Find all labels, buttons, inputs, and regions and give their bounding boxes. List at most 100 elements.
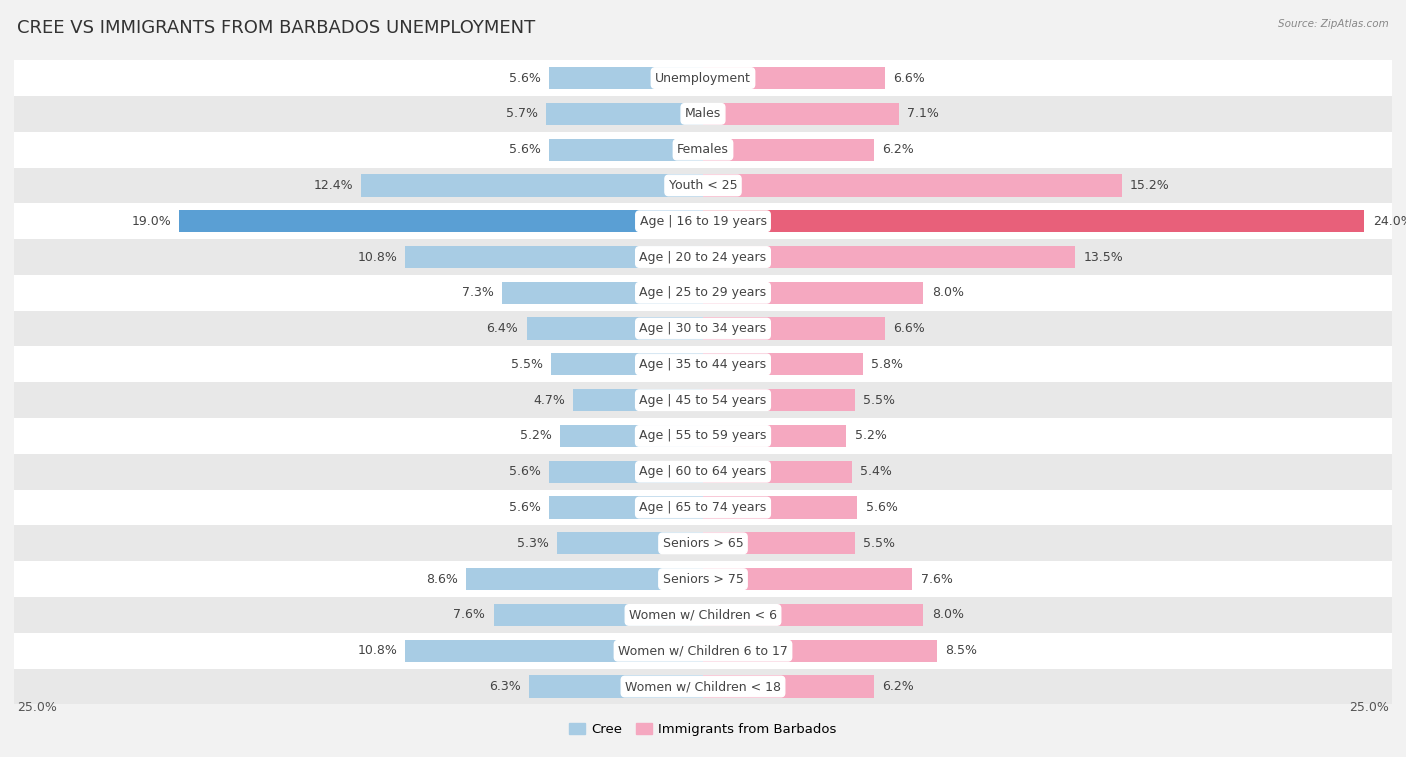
Bar [557, 532, 703, 554]
Text: 5.5%: 5.5% [512, 358, 543, 371]
Text: 5.2%: 5.2% [520, 429, 551, 443]
Bar [14, 490, 1392, 525]
Text: 6.6%: 6.6% [893, 322, 925, 335]
Text: 5.2%: 5.2% [855, 429, 886, 443]
Bar [14, 204, 1392, 239]
Bar [548, 461, 703, 483]
Text: 25.0%: 25.0% [1350, 701, 1389, 714]
Bar [14, 275, 1392, 310]
Bar [14, 132, 1392, 167]
Bar [14, 561, 1392, 597]
Bar [703, 497, 858, 519]
Text: 8.5%: 8.5% [945, 644, 977, 657]
Text: Age | 65 to 74 years: Age | 65 to 74 years [640, 501, 766, 514]
Bar [703, 532, 855, 554]
Text: 5.4%: 5.4% [860, 466, 891, 478]
Text: 10.8%: 10.8% [357, 251, 396, 263]
Text: Males: Males [685, 107, 721, 120]
Text: 10.8%: 10.8% [357, 644, 396, 657]
Bar [14, 418, 1392, 454]
Text: Age | 35 to 44 years: Age | 35 to 44 years [640, 358, 766, 371]
Text: 25.0%: 25.0% [17, 701, 56, 714]
Text: 7.3%: 7.3% [461, 286, 494, 299]
Bar [361, 174, 703, 197]
Text: 4.7%: 4.7% [533, 394, 565, 407]
Bar [546, 103, 703, 125]
Bar [703, 425, 846, 447]
Text: Age | 25 to 29 years: Age | 25 to 29 years [640, 286, 766, 299]
Text: Youth < 25: Youth < 25 [669, 179, 737, 192]
Bar [14, 60, 1392, 96]
Text: 5.3%: 5.3% [517, 537, 548, 550]
Text: Women w/ Children 6 to 17: Women w/ Children 6 to 17 [619, 644, 787, 657]
Text: 5.6%: 5.6% [866, 501, 897, 514]
Text: 5.6%: 5.6% [509, 72, 540, 85]
Text: Women w/ Children < 6: Women w/ Children < 6 [628, 609, 778, 621]
Bar [14, 382, 1392, 418]
Text: Seniors > 65: Seniors > 65 [662, 537, 744, 550]
Text: Females: Females [678, 143, 728, 156]
Bar [14, 454, 1392, 490]
Text: Age | 16 to 19 years: Age | 16 to 19 years [640, 215, 766, 228]
Text: 8.0%: 8.0% [932, 609, 963, 621]
Bar [14, 633, 1392, 668]
Bar [14, 167, 1392, 204]
Bar [703, 354, 863, 375]
Text: 8.6%: 8.6% [426, 572, 458, 586]
Text: 6.2%: 6.2% [882, 680, 914, 693]
Bar [703, 282, 924, 304]
Bar [551, 354, 703, 375]
Bar [14, 239, 1392, 275]
Text: 6.2%: 6.2% [882, 143, 914, 156]
Text: Age | 30 to 34 years: Age | 30 to 34 years [640, 322, 766, 335]
Text: 5.5%: 5.5% [863, 537, 894, 550]
Bar [14, 310, 1392, 347]
Text: 5.7%: 5.7% [506, 107, 537, 120]
Bar [14, 525, 1392, 561]
Text: 7.6%: 7.6% [453, 609, 485, 621]
Legend: Cree, Immigrants from Barbados: Cree, Immigrants from Barbados [564, 718, 842, 741]
Bar [703, 317, 884, 340]
Text: 5.6%: 5.6% [509, 466, 540, 478]
Bar [14, 597, 1392, 633]
Bar [703, 461, 852, 483]
Text: 7.6%: 7.6% [921, 572, 953, 586]
Text: 6.3%: 6.3% [489, 680, 522, 693]
Bar [703, 389, 855, 411]
Bar [465, 568, 703, 590]
Bar [527, 317, 703, 340]
Text: 24.0%: 24.0% [1372, 215, 1406, 228]
Bar [548, 67, 703, 89]
Bar [530, 675, 703, 698]
Text: Age | 55 to 59 years: Age | 55 to 59 years [640, 429, 766, 443]
Text: 8.0%: 8.0% [932, 286, 963, 299]
Text: Age | 20 to 24 years: Age | 20 to 24 years [640, 251, 766, 263]
Bar [703, 67, 884, 89]
Text: Source: ZipAtlas.com: Source: ZipAtlas.com [1278, 19, 1389, 29]
Bar [703, 246, 1076, 268]
Bar [703, 174, 1122, 197]
Bar [703, 139, 875, 160]
Bar [574, 389, 703, 411]
Text: 5.6%: 5.6% [509, 501, 540, 514]
Text: 15.2%: 15.2% [1130, 179, 1170, 192]
Bar [494, 604, 703, 626]
Bar [14, 668, 1392, 705]
Bar [703, 675, 875, 698]
Bar [560, 425, 703, 447]
Bar [703, 568, 912, 590]
Bar [180, 210, 703, 232]
Bar [703, 103, 898, 125]
Bar [703, 640, 938, 662]
Bar [14, 96, 1392, 132]
Text: 12.4%: 12.4% [314, 179, 353, 192]
Bar [548, 497, 703, 519]
Bar [14, 347, 1392, 382]
Text: 5.5%: 5.5% [863, 394, 894, 407]
Text: Age | 60 to 64 years: Age | 60 to 64 years [640, 466, 766, 478]
Text: 6.4%: 6.4% [486, 322, 519, 335]
Text: 5.6%: 5.6% [509, 143, 540, 156]
Bar [703, 604, 924, 626]
Bar [502, 282, 703, 304]
Bar [405, 640, 703, 662]
